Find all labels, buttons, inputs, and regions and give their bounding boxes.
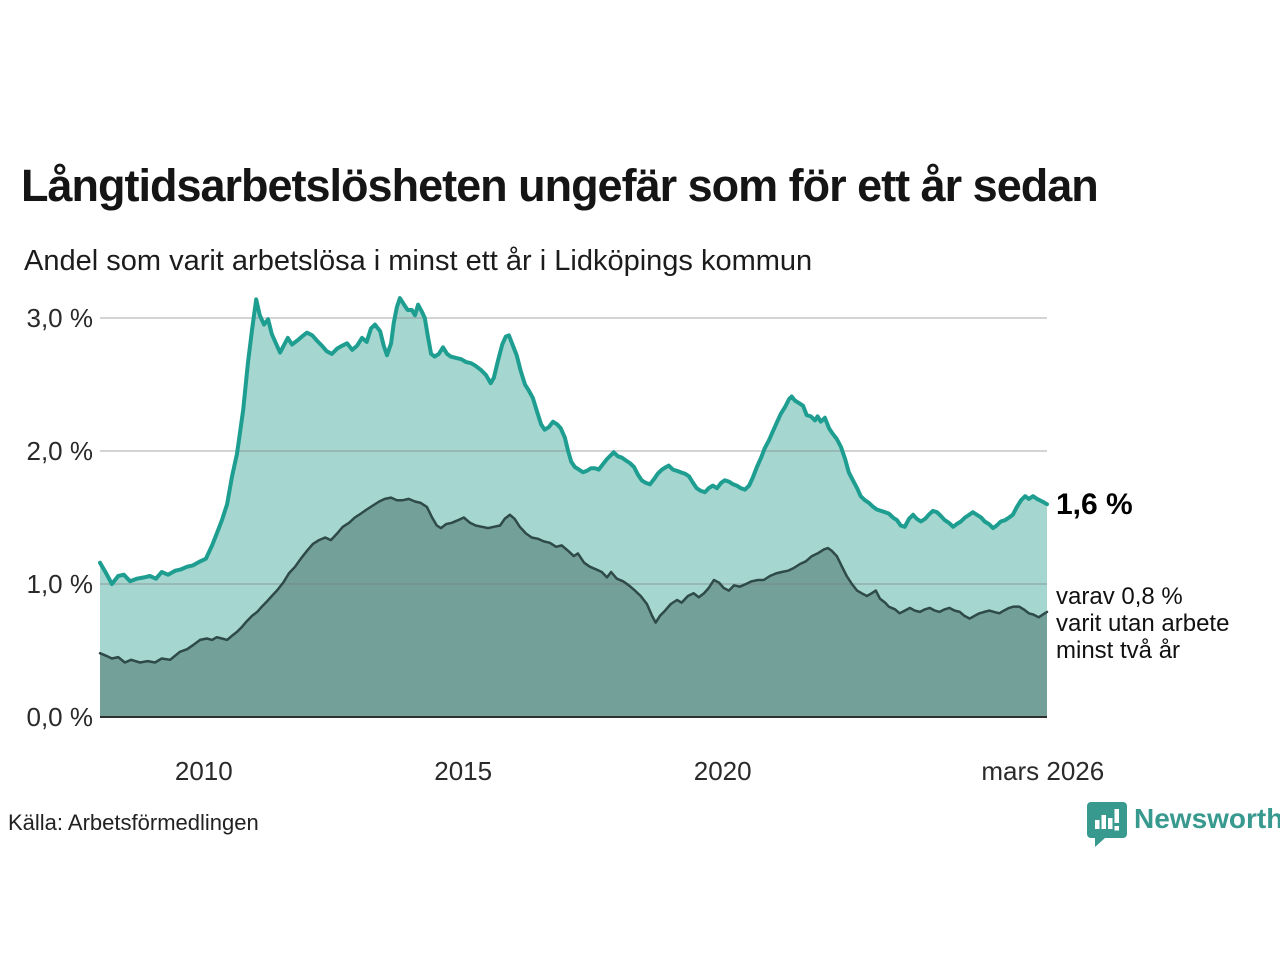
newsworthy-wordmark: Newsworthy	[1134, 803, 1280, 834]
y-tick-3: 3,0 %	[27, 303, 94, 333]
x-tick-3: mars 2026	[981, 756, 1104, 786]
line-series-1	[98, 496, 1049, 664]
x-tick-0: 2010	[175, 756, 233, 786]
y-tick-2: 2,0 %	[27, 436, 94, 466]
x-tick-2: 2020	[694, 756, 752, 786]
page-title: Långtidsarbetslösheten ungefär som för e…	[21, 160, 1099, 212]
source-credit: Källa: Arbetsförmedlingen	[8, 810, 259, 835]
annotation-line-1: varav 0,8 %	[1056, 583, 1183, 610]
y-tick-0: 0,0 %	[27, 702, 94, 732]
gridlines	[100, 317, 1047, 585]
newsworthy-brand: Newsworthy	[1087, 801, 1280, 847]
y-axis-labels: 0,0 % 1,0 % 2,0 % 3,0 %	[27, 303, 94, 732]
newsworthy-logo-icon	[1087, 801, 1127, 852]
area-fill-series-1	[100, 497, 1047, 717]
annotation-line-2: varit utan arbete	[1056, 610, 1230, 637]
x-axis-labels: 2010 2015 2020 mars 2026	[175, 756, 1104, 786]
annotation-line-3: minst två år	[1056, 637, 1181, 664]
y-tick-1: 1,0 %	[27, 569, 94, 599]
chart-subtitle: Andel som varit arbetslösa i minst ett å…	[24, 245, 813, 277]
line-series-0	[98, 296, 1049, 586]
latest-value-label: 1,6 %	[1056, 488, 1133, 521]
latest-subvalue-annotation: varav 0,8 % varit utan arbete minst två …	[1056, 583, 1229, 664]
x-tick-1: 2015	[434, 756, 492, 786]
